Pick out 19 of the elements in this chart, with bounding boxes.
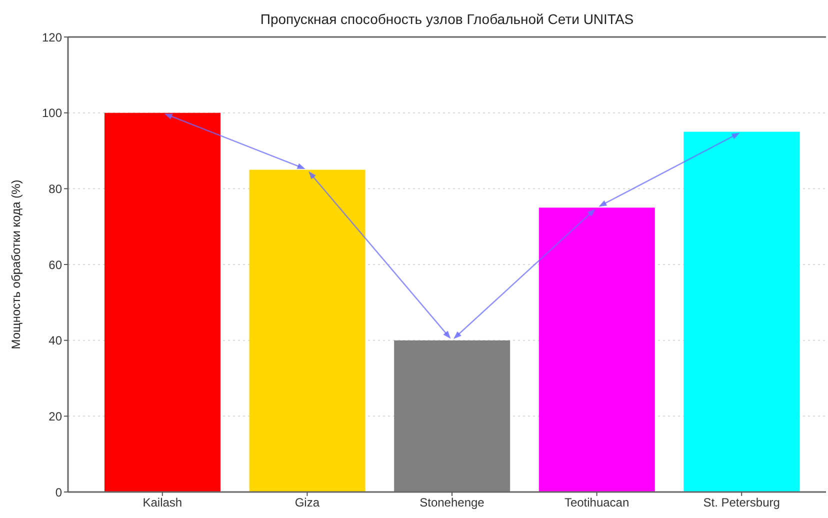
bar [104, 112, 220, 492]
x-tick-label: Teotihuacan [564, 496, 630, 510]
y-tick-label: 0 [55, 485, 62, 500]
y-tick-label: 80 [48, 182, 62, 196]
y-axis-title: Мощность обработки кода (%) [9, 180, 23, 350]
bar [249, 170, 366, 492]
x-tick-label: Giza [294, 496, 320, 510]
bar [538, 208, 655, 492]
y-tick-label: 40 [48, 334, 62, 348]
y-tick-label: 20 [48, 409, 62, 424]
x-tick-label: St. Petersburg [703, 496, 780, 510]
bar [394, 340, 510, 492]
x-tick-label: Kailash [142, 496, 182, 510]
y-tick-label: 120 [42, 30, 62, 44]
y-tick-label: 100 [42, 106, 62, 120]
chart-title: Пропускная способность узлов Глобальной Сети UNITAS [260, 11, 634, 27]
y-tick-label: 60 [48, 258, 62, 272]
bar [684, 132, 800, 492]
x-tick-label: Stonehenge [420, 496, 485, 510]
